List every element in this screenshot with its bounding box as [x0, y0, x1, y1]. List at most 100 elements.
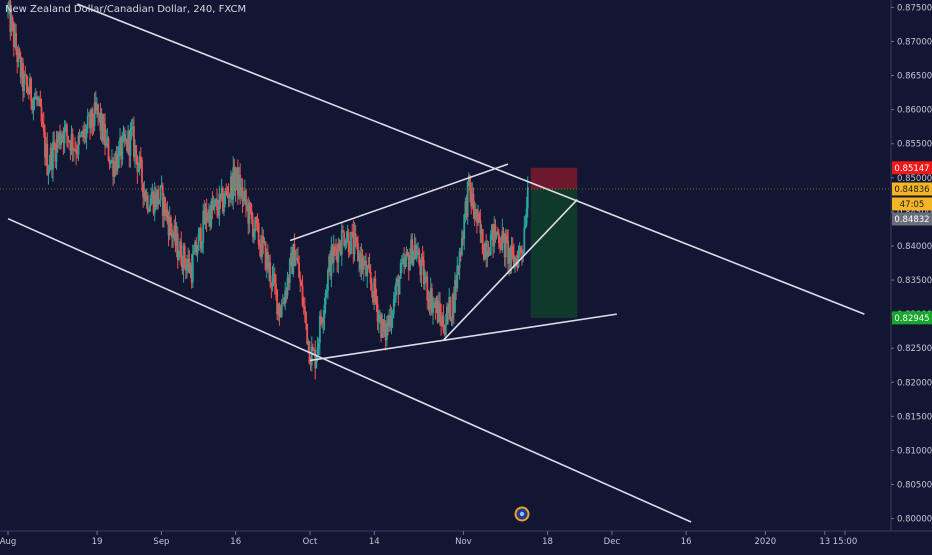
candle-body — [255, 217, 258, 223]
candle-body — [429, 288, 432, 310]
wedge-bottom-line[interactable] — [309, 313, 617, 362]
price-tag[interactable]: 0.84832 — [892, 212, 932, 226]
candle-body — [175, 233, 178, 246]
y-tick-label: 0.83500 — [897, 276, 932, 286]
candle-body — [54, 146, 57, 162]
lower-channel-line[interactable] — [7, 217, 692, 523]
candle-body — [47, 170, 50, 175]
candle-body — [212, 205, 215, 209]
price-tag-background — [892, 197, 932, 211]
candle-body — [507, 240, 510, 264]
candle-body — [370, 283, 373, 292]
price-tag[interactable]: 0.82945 — [892, 311, 932, 325]
candle-body — [205, 208, 208, 221]
candle-body — [497, 233, 500, 243]
candle-body — [7, 6, 9, 11]
price-tag[interactable]: 0.84836 — [892, 182, 932, 196]
candle-body — [246, 204, 248, 206]
candle-body — [455, 279, 458, 289]
x-tick-label: 16 — [230, 537, 241, 547]
candle-body — [253, 231, 255, 238]
candle-body — [112, 160, 115, 177]
candle-body — [145, 195, 148, 201]
candle-body — [225, 190, 228, 192]
candle-body — [291, 253, 294, 274]
candle-body — [323, 304, 326, 319]
candle-body — [430, 288, 433, 313]
candle-body — [324, 292, 327, 305]
candle-body — [419, 263, 422, 276]
candle-body — [425, 276, 428, 281]
candle-body — [452, 294, 455, 313]
candle-body — [196, 250, 199, 255]
price-axis-panel[interactable] — [891, 0, 932, 550]
candle-body — [392, 298, 395, 315]
candle-body — [129, 129, 132, 156]
candle-body — [368, 264, 371, 273]
candle-body — [16, 50, 19, 63]
candle-body — [148, 210, 150, 212]
candle-body — [53, 141, 56, 147]
candle-body — [136, 156, 139, 172]
candle-body — [473, 210, 476, 219]
candle-body — [436, 300, 439, 323]
candle-body — [437, 303, 440, 323]
candle-body — [383, 324, 386, 332]
candle-body — [439, 303, 441, 315]
candle-body — [30, 78, 32, 102]
candle-body — [315, 355, 318, 369]
candle-body — [482, 253, 485, 260]
candle-body — [270, 282, 273, 287]
candle-body — [59, 132, 61, 145]
candle-body — [120, 137, 123, 160]
earnings-event-icon[interactable] — [514, 506, 530, 522]
candle-body — [64, 124, 67, 127]
candle-body — [449, 297, 452, 321]
take-profit-zone[interactable] — [530, 188, 578, 318]
candle-body — [174, 225, 177, 246]
candle-body — [394, 295, 396, 299]
candle-body — [320, 316, 322, 323]
candle-body — [379, 314, 381, 316]
candle-body — [272, 273, 275, 276]
candle-body — [189, 265, 192, 273]
candle-body — [377, 315, 380, 322]
candle-body — [208, 209, 210, 220]
candle-body — [62, 134, 65, 143]
candle-body — [381, 319, 384, 338]
candle-body — [115, 153, 118, 172]
candle-body — [339, 249, 342, 255]
candle-body — [41, 122, 44, 125]
x-tick-label: Oct — [303, 537, 318, 547]
wedge-top-line[interactable] — [289, 163, 509, 242]
upper-channel-line[interactable] — [77, 3, 865, 315]
candle-body — [313, 350, 315, 352]
price-tag-text: 0.85147 — [894, 164, 929, 174]
candle-body — [474, 209, 477, 219]
candle-body — [519, 247, 522, 253]
x-tick-label: 19 — [92, 537, 103, 547]
stop-loss-zone[interactable] — [530, 167, 578, 189]
candle-body — [190, 265, 193, 283]
candle-body — [347, 232, 350, 252]
candle-body — [241, 186, 244, 202]
price-tag[interactable]: 47:05 — [892, 197, 932, 211]
candle-body — [159, 185, 162, 201]
candle-body — [395, 282, 397, 296]
price-tag-text: 0.84836 — [894, 185, 929, 195]
rising-support-line[interactable] — [443, 199, 578, 341]
candle-body — [353, 233, 356, 255]
candle-body — [472, 193, 475, 211]
candle-body — [206, 219, 209, 221]
candle-body — [463, 214, 466, 239]
candle-body — [373, 278, 376, 303]
candle-body — [130, 128, 133, 130]
candle-body — [171, 229, 173, 238]
candle-body — [361, 254, 364, 270]
candle-body — [369, 272, 372, 284]
candle-body — [398, 278, 401, 295]
price-tag[interactable]: 0.85147 — [892, 161, 932, 175]
candle-body — [220, 188, 223, 198]
